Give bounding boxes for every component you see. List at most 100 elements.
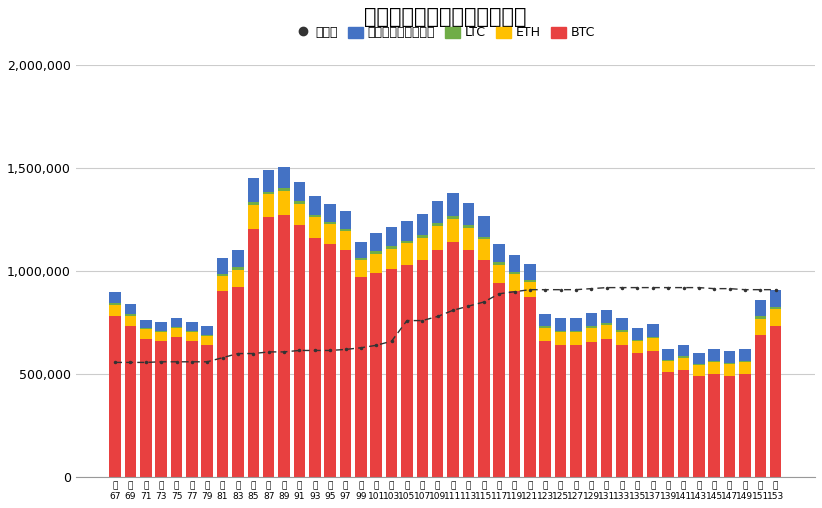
Bar — [339, 250, 351, 477]
Bar — [279, 215, 290, 477]
Bar — [186, 332, 197, 341]
Bar — [371, 251, 382, 254]
Bar — [293, 182, 305, 201]
Bar — [247, 205, 259, 230]
Bar — [709, 349, 720, 361]
Bar — [770, 307, 782, 309]
Bar — [724, 351, 736, 363]
Bar — [201, 345, 213, 477]
Bar — [447, 242, 459, 477]
Bar — [601, 339, 612, 477]
Bar — [616, 332, 628, 345]
Bar — [232, 250, 243, 267]
Bar — [386, 269, 397, 477]
Bar — [339, 211, 351, 229]
Bar — [325, 225, 336, 244]
Bar — [601, 325, 612, 339]
Legend: 投資額, その他アルトコイン, LTC, ETH, BTC: 投資額, その他アルトコイン, LTC, ETH, BTC — [290, 21, 601, 44]
Bar — [447, 219, 459, 242]
Bar — [770, 290, 782, 307]
Bar — [509, 255, 520, 272]
Bar — [463, 225, 474, 228]
Bar — [647, 337, 658, 338]
Bar — [247, 202, 259, 205]
Bar — [647, 324, 658, 337]
Bar — [524, 264, 536, 279]
Bar — [309, 238, 321, 477]
Bar — [386, 227, 397, 246]
Bar — [263, 192, 275, 195]
Bar — [171, 318, 182, 327]
Bar — [585, 313, 597, 326]
Bar — [570, 331, 582, 332]
Bar — [647, 338, 658, 351]
Bar — [693, 376, 704, 477]
Bar — [447, 193, 459, 216]
Bar — [616, 331, 628, 332]
Bar — [201, 326, 213, 335]
Bar — [555, 345, 566, 477]
Bar — [309, 196, 321, 215]
Bar — [417, 214, 428, 236]
Bar — [371, 254, 382, 273]
Bar — [401, 241, 413, 243]
Bar — [724, 363, 736, 364]
Bar — [755, 300, 766, 316]
Bar — [217, 274, 229, 276]
Bar — [570, 332, 582, 345]
Bar — [539, 341, 551, 477]
Bar — [186, 341, 197, 477]
Bar — [693, 365, 704, 376]
Bar — [355, 277, 367, 477]
Bar — [493, 265, 505, 283]
Bar — [293, 204, 305, 226]
Bar — [401, 243, 413, 265]
Bar — [631, 353, 643, 477]
Bar — [693, 353, 704, 364]
Bar — [417, 236, 428, 238]
Bar — [109, 292, 121, 303]
Bar — [601, 323, 612, 325]
Bar — [371, 233, 382, 251]
Bar — [585, 326, 597, 328]
Bar — [493, 283, 505, 477]
Bar — [693, 364, 704, 365]
Bar — [555, 318, 566, 331]
Bar — [447, 216, 459, 219]
Bar — [724, 376, 736, 477]
Bar — [709, 361, 720, 362]
Bar — [678, 345, 690, 357]
Bar — [463, 228, 474, 250]
Bar — [678, 370, 690, 477]
Bar — [539, 328, 551, 341]
Bar — [509, 274, 520, 291]
Bar — [140, 320, 151, 328]
Bar — [125, 316, 136, 326]
Bar — [201, 336, 213, 345]
Bar — [186, 322, 197, 331]
Bar — [555, 331, 566, 332]
Bar — [386, 246, 397, 248]
Bar — [739, 349, 750, 361]
Bar — [493, 244, 505, 263]
Bar — [631, 328, 643, 340]
Bar — [309, 217, 321, 238]
Title: 仮想通貨への投資額と評価額: 仮想通貨への投資額と評価額 — [364, 7, 527, 27]
Bar — [432, 227, 443, 250]
Bar — [293, 201, 305, 204]
Bar — [325, 222, 336, 225]
Bar — [478, 261, 490, 477]
Bar — [125, 326, 136, 477]
Bar — [217, 291, 229, 477]
Bar — [279, 188, 290, 192]
Bar — [155, 341, 167, 477]
Bar — [755, 319, 766, 335]
Bar — [417, 238, 428, 261]
Bar — [125, 314, 136, 316]
Bar — [355, 242, 367, 258]
Bar — [663, 349, 674, 360]
Bar — [755, 335, 766, 477]
Bar — [755, 316, 766, 319]
Bar — [478, 216, 490, 237]
Bar — [247, 230, 259, 477]
